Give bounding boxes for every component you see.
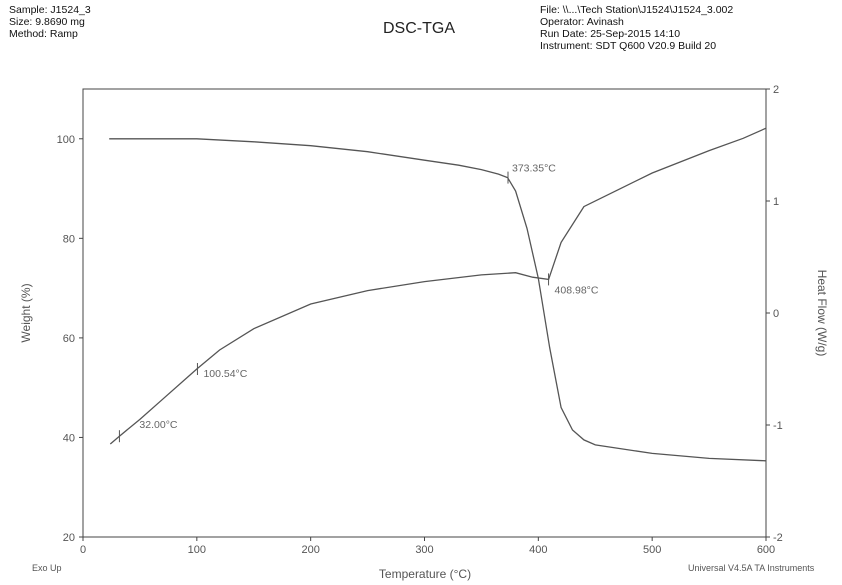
- method-label: Method: Ramp: [9, 28, 78, 40]
- sample-label: Sample: J1524_3: [9, 4, 91, 16]
- curves: [109, 127, 767, 462]
- run-date-label: Run Date: 25-Sep-2015 14:10: [540, 28, 681, 40]
- y2-tick-label: -1: [773, 420, 783, 432]
- weight-line: [109, 138, 767, 462]
- y-tick-label: 80: [63, 233, 75, 245]
- y-tick-label: 20: [63, 532, 75, 544]
- instrument-label: Instrument: SDT Q600 V20.9 Build 20: [540, 40, 717, 52]
- annotation-label: 100.54°C: [203, 368, 247, 380]
- y2-tick-label: 2: [773, 84, 779, 96]
- heat-flow-line: [109, 127, 767, 445]
- y2-tick-label: 0: [773, 308, 779, 320]
- exo-up-label: Exo Up: [32, 563, 62, 573]
- y2-tick-label: 1: [773, 196, 779, 208]
- x-tick-label: 200: [301, 544, 319, 556]
- y-tick-label: 100: [57, 134, 75, 146]
- sample-info: Sample: J1524_3 Size: 9.8690 mg Method: …: [9, 4, 91, 40]
- file-label: File: \\...\Tech Station\J1524\J1524_3.0…: [540, 4, 734, 16]
- y2-tick-label: -2: [773, 532, 783, 544]
- x-axis-label: Temperature (°C): [379, 567, 471, 581]
- chart-title: DSC-TGA: [383, 20, 455, 37]
- x-tick-label: 400: [529, 544, 547, 556]
- annotation-label: 373.35°C: [512, 163, 556, 175]
- operator-label: Operator: Avinash: [540, 16, 624, 28]
- annotation-label: 32.00°C: [139, 419, 177, 431]
- x-tick-label: 300: [415, 544, 433, 556]
- y2-axis-label: Heat Flow (W/g): [815, 270, 829, 357]
- axes: 0 100 200 300 400 500 600 20 40 60 80 100 -2 -1 0 1 2: [57, 84, 783, 556]
- size-label: Size: 9.8690 mg: [9, 16, 85, 28]
- x-tick-label: 100: [188, 544, 206, 556]
- y-tick-label: 40: [63, 432, 75, 444]
- plot-frame: [82, 88, 767, 538]
- software-label: Universal V4.5A TA Instruments: [688, 563, 815, 573]
- run-info: File: \\...\Tech Station\J1524\J1524_3.0…: [540, 4, 733, 52]
- y-axis-label: Weight (%): [19, 283, 33, 342]
- x-tick-label: 600: [757, 544, 775, 556]
- annotations: 373.35°C 408.98°C 100.54°C 32.00°C: [118, 163, 599, 443]
- annotation-label: 408.98°C: [555, 284, 599, 296]
- x-tick-label: 0: [80, 544, 86, 556]
- y-tick-label: 60: [63, 333, 75, 345]
- x-tick-label: 500: [643, 544, 661, 556]
